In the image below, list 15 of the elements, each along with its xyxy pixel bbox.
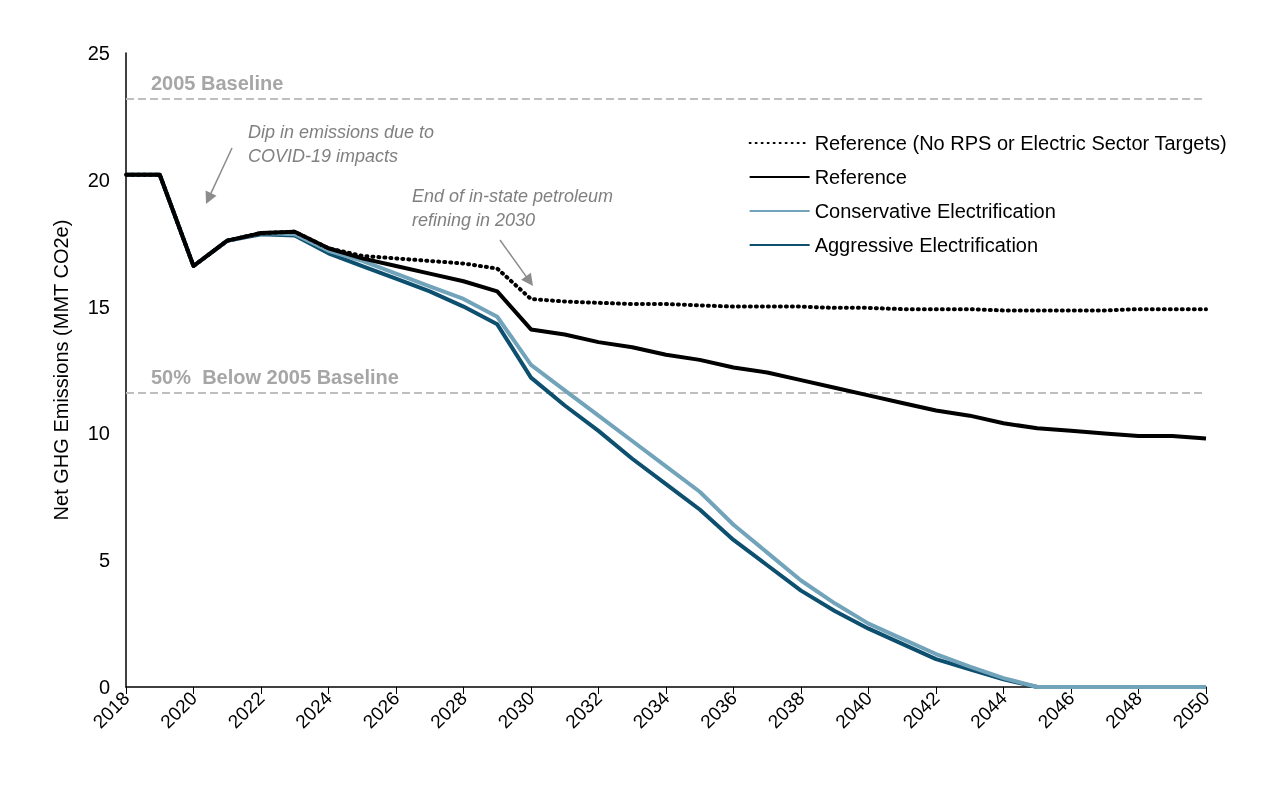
y-tick-label: 10 xyxy=(87,422,110,445)
annotation: Dip in emissions due to COVID-19 impacts xyxy=(248,122,435,166)
ref-line-label: 50% Below 2005 Baseline xyxy=(151,365,399,388)
annotation: End of in-state petroleum refining in 2030 xyxy=(412,186,614,230)
legend-label: Aggressive Electrification xyxy=(814,234,1039,256)
y-tick-label: 25 xyxy=(87,42,110,64)
y-axis-title: Net GHG Emissions (MMT CO2e) xyxy=(50,219,72,521)
legend-label: Reference xyxy=(814,166,907,188)
y-tick-label: 0 xyxy=(98,676,110,698)
y-tick-label: 20 xyxy=(87,168,110,191)
legend-label: Conservative Electrification xyxy=(814,200,1056,222)
y-tick-label: 15 xyxy=(87,295,110,318)
legend-label: Reference (No RPS or Electric Sector Targets) xyxy=(814,132,1227,154)
ref-line-label: 2005 Baseline xyxy=(151,71,284,94)
y-tick-label: 5 xyxy=(98,549,110,572)
